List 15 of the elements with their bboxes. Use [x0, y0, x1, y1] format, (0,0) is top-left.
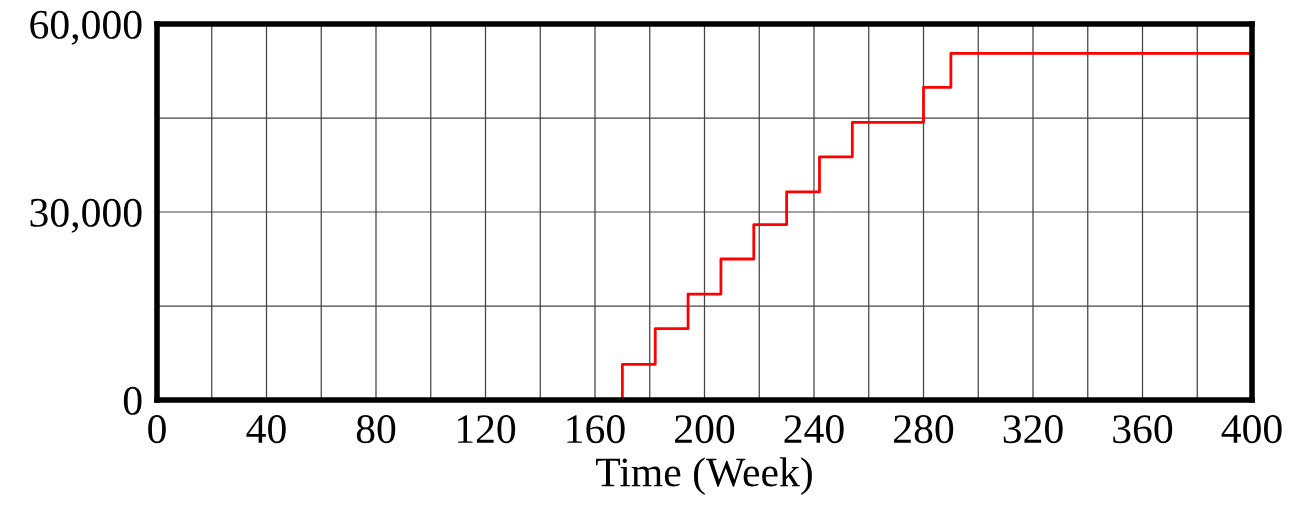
y-tick-label: 30,000: [30, 198, 142, 233]
x-tick-label: 320: [1003, 415, 1063, 444]
x-tick-label: 120: [457, 415, 516, 444]
x-tick-label: 360: [1113, 415, 1173, 444]
x-tick-label: 40: [246, 415, 286, 444]
x-tick-label: 400: [1221, 415, 1282, 444]
y-tick-label: 60,000: [30, 10, 142, 45]
x-tick-label: 200: [675, 415, 735, 444]
x-tick-label: 280: [894, 415, 954, 444]
x-axis-title: Time (Week): [596, 457, 812, 496]
x-tick-label: 160: [567, 415, 625, 444]
x-tick-label: 240: [784, 415, 844, 444]
y-tick-label: 0: [123, 386, 142, 415]
x-tick-label: 0: [148, 415, 166, 444]
x-tick-label: 80: [356, 415, 396, 444]
